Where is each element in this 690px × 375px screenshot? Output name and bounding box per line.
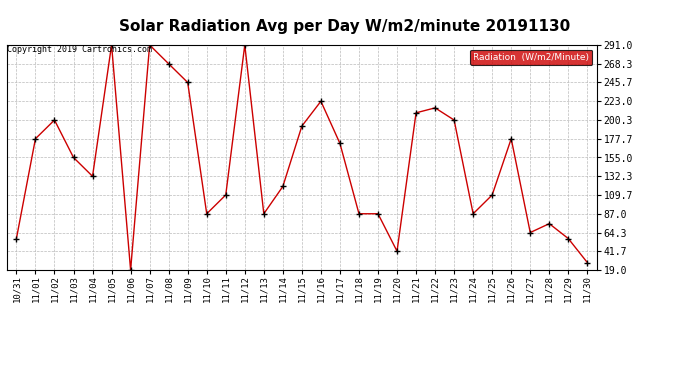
Legend: Radiation  (W/m2/Minute): Radiation (W/m2/Minute) — [470, 50, 592, 65]
Text: Copyright 2019 Cartronics.com: Copyright 2019 Cartronics.com — [7, 45, 152, 54]
Text: Solar Radiation Avg per Day W/m2/minute 20191130: Solar Radiation Avg per Day W/m2/minute … — [119, 19, 571, 34]
